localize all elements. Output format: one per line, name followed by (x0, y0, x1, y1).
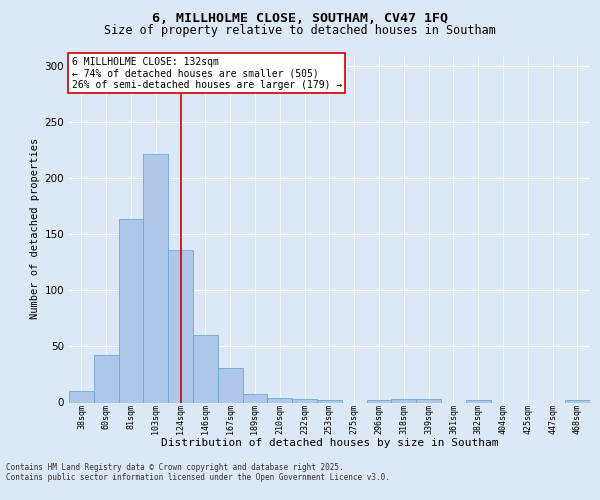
Bar (391, 399, 416, 402)
Text: Contains public sector information licensed under the Open Government Licence v3: Contains public sector information licen… (6, 472, 390, 482)
Y-axis label: Number of detached properties: Number of detached properties (30, 138, 40, 320)
Bar (168, 250, 193, 402)
Bar (242, 394, 268, 402)
Bar (416, 399, 441, 402)
Bar (466, 400, 491, 402)
Bar (193, 335, 218, 402)
Bar (94, 356, 119, 403)
Bar (367, 400, 391, 402)
Bar (143, 154, 168, 402)
Bar (317, 400, 342, 402)
Text: 6 MILLHOLME CLOSE: 132sqm
← 74% of detached houses are smaller (505)
26% of semi: 6 MILLHOLME CLOSE: 132sqm ← 74% of detac… (71, 56, 342, 90)
Text: Contains HM Land Registry data © Crown copyright and database right 2025.: Contains HM Land Registry data © Crown c… (6, 462, 344, 471)
Bar (119, 218, 143, 402)
Text: 6, MILLHOLME CLOSE, SOUTHAM, CV47 1FQ: 6, MILLHOLME CLOSE, SOUTHAM, CV47 1FQ (152, 12, 448, 26)
X-axis label: Distribution of detached houses by size in Southam: Distribution of detached houses by size … (161, 438, 498, 448)
Bar (218, 368, 242, 402)
Bar (565, 400, 590, 402)
Bar (268, 398, 292, 402)
Text: Size of property relative to detached houses in Southam: Size of property relative to detached ho… (104, 24, 496, 37)
Bar (69, 392, 94, 402)
Bar (292, 399, 317, 402)
